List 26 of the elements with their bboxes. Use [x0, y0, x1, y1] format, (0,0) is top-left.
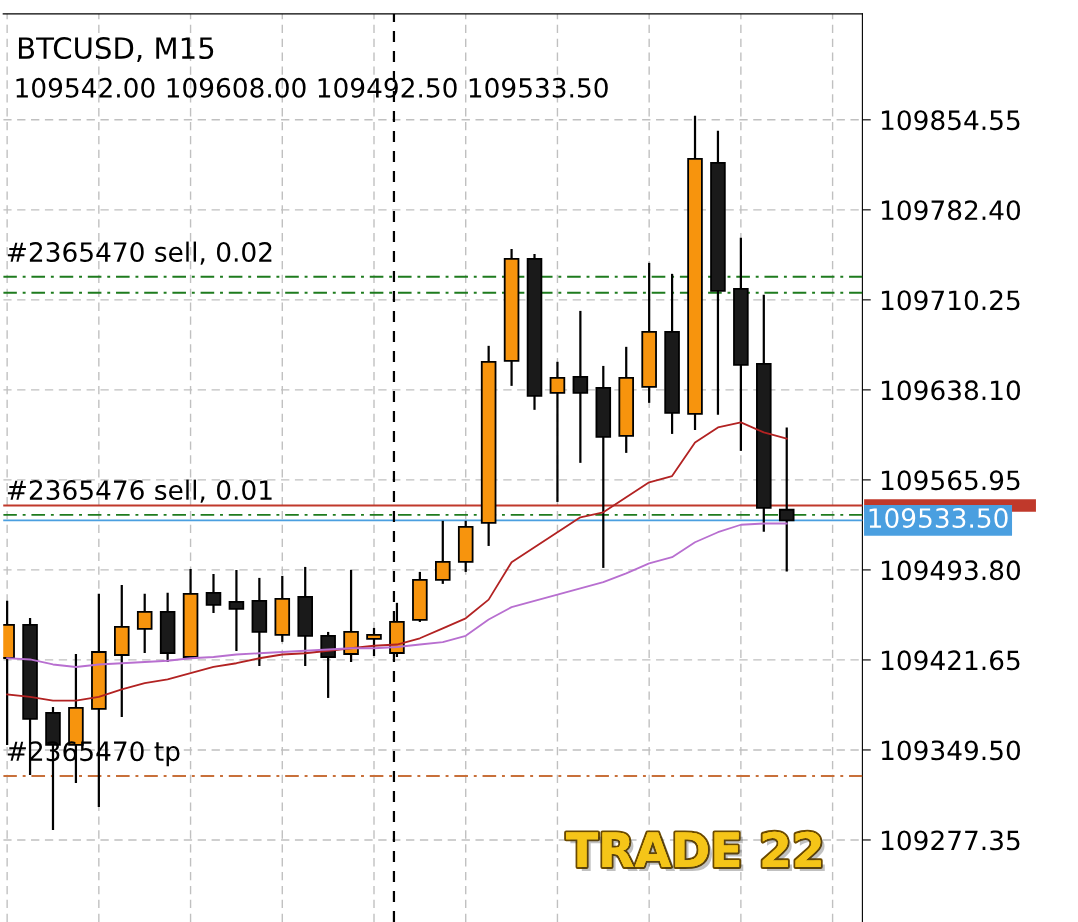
candlestick — [228, 568, 245, 653]
line-series — [6, 421, 788, 702]
candlestick — [366, 626, 382, 658]
ref-line-label: #2365476 sell, 0.01 — [7, 479, 272, 503]
y-tick-label: 109565.95 — [881, 470, 1020, 491]
ref-line-label: #2365470 sell, 0.02 — [7, 241, 272, 265]
candlestick — [205, 572, 222, 615]
y-tick-label: 109421.65 — [881, 650, 1020, 671]
y-tick-label: 109349.50 — [881, 740, 1021, 761]
y-tick-label: 109710.25 — [881, 290, 1020, 311]
candlestick — [778, 426, 795, 573]
text: BTCUSD, M15 — [18, 37, 214, 63]
candlestick — [320, 630, 336, 700]
candlestick — [343, 568, 359, 664]
candlestick — [435, 519, 451, 585]
y-tick-label: 109277.35 — [881, 830, 1020, 851]
text: 109542.00 109608.00 109492.50 109533.50 — [16, 77, 608, 98]
ref-line-label: 109533.50 — [869, 508, 1008, 529]
candlestick — [549, 360, 566, 504]
y-tick-label: 109854.55 — [881, 110, 1020, 131]
y-tick-label: 109493.80 — [881, 560, 1021, 581]
y-tick-label: 109782.40 — [881, 200, 1021, 221]
candlestick — [572, 309, 589, 464]
annotation: TRADE 22 — [566, 831, 825, 872]
y-tick-label: 109638.10 — [881, 380, 1021, 401]
candlestick — [136, 592, 153, 655]
